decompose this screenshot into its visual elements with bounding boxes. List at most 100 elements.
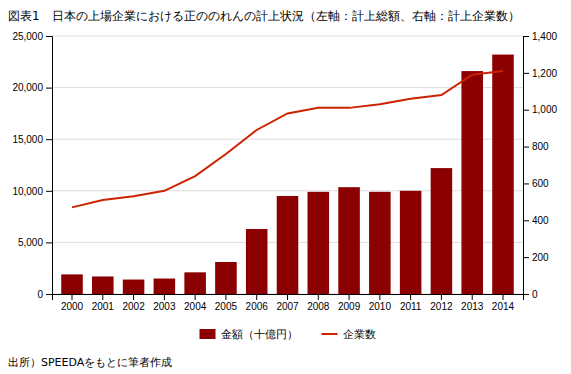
marks — [61, 55, 514, 294]
tick: 1,000 — [523, 104, 557, 115]
tick: 2010 — [369, 294, 392, 312]
tick-label: 2008 — [307, 301, 330, 312]
bar — [461, 71, 483, 294]
tick-mark — [410, 294, 411, 300]
grid — [52, 36, 523, 294]
tick-label: 2004 — [184, 301, 207, 312]
tick: 600 — [523, 178, 549, 189]
tick-label: 2005 — [215, 301, 238, 312]
tick-label: 2001 — [92, 301, 115, 312]
tick-label: 25,000 — [12, 31, 43, 42]
tick-mark — [523, 110, 529, 111]
tick: 2002 — [122, 294, 145, 312]
tick-mark — [523, 36, 529, 37]
tick-label: 2011 — [400, 301, 422, 312]
tick-mark — [102, 294, 103, 300]
tick-label: 10,000 — [12, 186, 43, 197]
tick-label: 1,200 — [532, 68, 557, 79]
tick-mark — [46, 294, 52, 295]
tick-mark — [256, 294, 257, 300]
grid-line — [52, 36, 523, 37]
legend-swatch — [200, 329, 216, 339]
tick: 2007 — [276, 294, 299, 312]
title: 図表1 日本の上場企業における正ののれんの計上状況（左軸：計上総額、右軸：計上企… — [8, 9, 520, 23]
tick: 2001 — [92, 294, 115, 312]
bar — [277, 196, 299, 294]
x-axis: 2000 2001 2002 2003 2004 2005 2006 2007 2008 2009… — [53, 294, 524, 312]
grid-line — [52, 139, 523, 140]
tick-label: 2003 — [153, 301, 176, 312]
tick-label: 20,000 — [12, 82, 43, 93]
legend-label: 企業数 — [343, 328, 376, 341]
chart: 2000200120022003200420052006200720082009… — [0, 0, 571, 374]
tick: 800 — [523, 141, 549, 152]
y2-axis: 02004006008001,0001,2001,400 — [523, 31, 557, 300]
tick-mark — [523, 294, 529, 295]
tick-mark — [441, 294, 442, 300]
tick-label: 15,000 — [12, 134, 43, 145]
tick: 10,000 — [12, 186, 52, 197]
tick-label: 2007 — [276, 301, 299, 312]
tick-mark — [195, 294, 196, 300]
bar — [154, 279, 176, 294]
bar — [92, 276, 114, 294]
bar — [215, 262, 237, 294]
tick-label: 2014 — [492, 301, 515, 312]
tick-label: 2000 — [61, 301, 84, 312]
tick-mark — [46, 88, 52, 89]
bar — [492, 55, 514, 294]
tick-mark — [502, 294, 503, 300]
tick-label: 200 — [532, 252, 549, 263]
line — [72, 71, 503, 207]
tick-mark — [523, 220, 529, 221]
bar — [184, 272, 206, 294]
legend-item: 金額（十億円） — [200, 328, 298, 341]
tick: 25,000 — [12, 31, 52, 42]
tick: 5,000 — [18, 237, 52, 248]
tick-label: 5,000 — [18, 237, 43, 248]
tick-label: 1,000 — [532, 104, 557, 115]
legend-item: 企業数 — [322, 328, 376, 341]
tick-label: 800 — [532, 141, 549, 152]
tick-label: 2002 — [122, 301, 145, 312]
tick-mark — [46, 242, 52, 243]
tick: 2012 — [430, 294, 453, 312]
tick-mark — [523, 257, 529, 258]
tick: 2011 — [400, 294, 422, 312]
bar — [338, 187, 360, 294]
legend: 金額（十億円） 企業数 — [200, 328, 376, 341]
bar — [61, 274, 83, 294]
bar — [246, 229, 268, 294]
tick-mark — [349, 294, 350, 300]
tick-mark — [287, 294, 288, 300]
tick-label: 2010 — [369, 301, 392, 312]
tick: 2008 — [307, 294, 330, 312]
legend-label: 金額（十億円） — [221, 328, 298, 341]
tick: 2006 — [246, 294, 269, 312]
bar — [369, 192, 391, 294]
grid-line — [52, 190, 523, 191]
tick: 2014 — [492, 294, 515, 312]
tick-mark — [72, 294, 73, 300]
tick-mark — [472, 294, 473, 300]
tick-mark — [318, 294, 319, 300]
tick: 2013 — [461, 294, 484, 312]
tick-label: 0 — [532, 289, 538, 300]
tick-mark — [46, 191, 52, 192]
tick-mark — [225, 294, 226, 300]
tick: 15,000 — [12, 134, 52, 145]
tick: 2005 — [215, 294, 238, 312]
tick-mark — [379, 294, 380, 300]
plot: 2000200120022003200420052006200720082009… — [12, 31, 557, 312]
axis-line — [524, 37, 530, 295]
bar-series — [61, 55, 514, 294]
tick: 1,400 — [523, 31, 557, 42]
tick-label: 2012 — [430, 301, 453, 312]
bar — [123, 280, 145, 294]
tick-mark — [46, 36, 52, 37]
tick: 2009 — [338, 294, 361, 312]
tick-label: 2013 — [461, 301, 484, 312]
tick: 2000 — [61, 294, 84, 312]
tick: 2004 — [184, 294, 207, 312]
tick: 0 — [523, 289, 538, 300]
